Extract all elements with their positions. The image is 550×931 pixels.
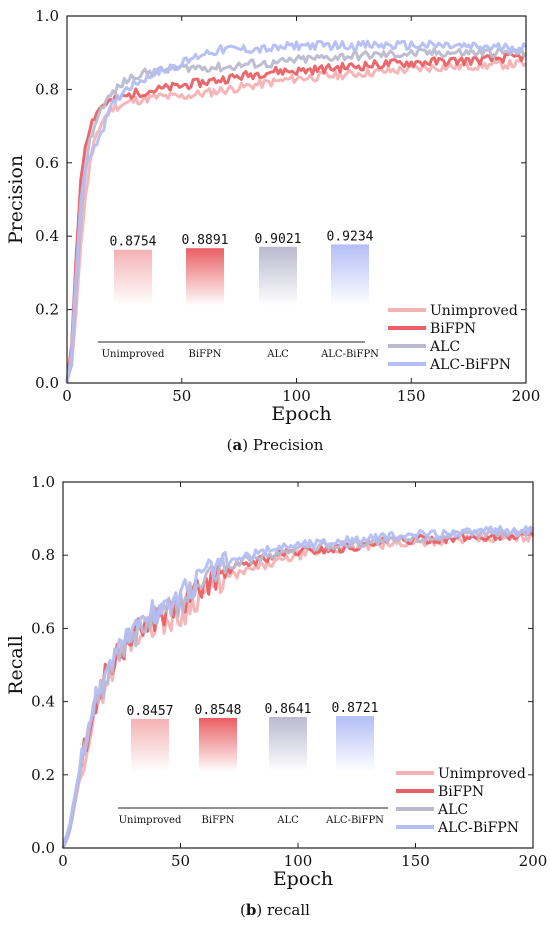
inset-category-label: Unimproved <box>119 815 182 826</box>
series-line-alc-bifpn <box>65 39 528 384</box>
legend-label-alc-bifpn: ALC-BiFPN <box>429 357 511 373</box>
series-line-unimproved <box>61 531 535 849</box>
inset-value-label: 0.8721 <box>332 701 379 716</box>
inset-bar-alc-bifpn <box>331 244 369 306</box>
y-axis-label: Recall <box>5 635 27 695</box>
y-tick-label: 0.6 <box>35 154 59 172</box>
chart-panel-recall: 0.8457 Unimproved 0.8548 BiFPN 0.8641 ALC 0.87… <box>5 473 547 890</box>
x-tick-label: 200 <box>519 852 548 870</box>
x-tick-label: 200 <box>512 387 541 405</box>
inset-value-label: 0.9234 <box>327 229 374 244</box>
x-tick-label: 0 <box>58 852 68 870</box>
inset-category-label: BiFPN <box>202 815 235 826</box>
inset-value-label: 0.9021 <box>255 232 302 247</box>
inset-category-label: ALC <box>266 349 289 360</box>
inset-bar-alc-bifpn <box>336 716 374 772</box>
inset-bar-alc <box>259 246 297 306</box>
legend-label-alc: ALC <box>429 339 460 355</box>
y-tick-label: 0.4 <box>31 693 55 711</box>
x-axis-label: Epoch <box>271 403 331 425</box>
series-line-bifpn <box>61 530 535 849</box>
inset-category-label: BiFPN <box>189 349 222 360</box>
inset-value-label: 0.8891 <box>182 233 229 248</box>
x-tick-label: 0 <box>62 387 72 405</box>
y-tick-label: 0.2 <box>31 766 55 784</box>
y-tick-label: 0.4 <box>35 227 59 245</box>
series-line-unimproved <box>65 58 527 383</box>
inset-value-label: 0.8548 <box>195 703 242 718</box>
y-tick-label: 0.0 <box>31 839 55 857</box>
inset-bar-unimproved <box>131 718 169 772</box>
y-tick-label: 0.8 <box>35 80 59 98</box>
inset-value-label: 0.8457 <box>127 704 174 719</box>
inset-category-label: ALC <box>276 815 299 826</box>
y-tick-label: 0.8 <box>31 546 55 564</box>
x-tick-label: 150 <box>397 387 426 405</box>
y-axis-label: Precision <box>5 155 27 244</box>
y-tick-label: 1.0 <box>35 7 59 25</box>
x-axis-label: Epoch <box>273 868 333 890</box>
inset-bar-unimproved <box>114 249 152 306</box>
series-line-alc <box>65 47 528 383</box>
caption-b: (b) recall <box>240 901 310 919</box>
legend-label-alc: ALC <box>437 802 468 818</box>
inset-category-label: ALC-BiFPN <box>325 815 384 826</box>
y-tick-label: 0.2 <box>35 301 59 319</box>
inset-bar-bifpn <box>199 717 237 772</box>
x-tick-label: 100 <box>284 852 313 870</box>
series-line-bifpn <box>65 51 527 383</box>
series-line-alc-bifpn <box>61 525 534 849</box>
legend-label-bifpn: BiFPN <box>430 321 476 337</box>
caption-a: (a) Precision <box>226 436 324 454</box>
inset-bar-alc <box>269 716 307 772</box>
x-tick-label: 50 <box>171 852 190 870</box>
x-tick-label: 50 <box>172 387 191 405</box>
y-tick-label: 0.0 <box>35 374 59 392</box>
inset-category-label: ALC-BiFPN <box>320 349 379 360</box>
inset-value-label: 0.8641 <box>265 702 312 717</box>
inset-bar-bifpn <box>186 248 224 306</box>
chart-panel-precision: 0.8754 Unimproved 0.8891 BiFPN 0.9021 ALC 0.92… <box>5 7 540 425</box>
x-tick-label: 100 <box>282 387 311 405</box>
legend-label-alc-bifpn: ALC-BiFPN <box>437 820 519 836</box>
y-tick-label: 0.6 <box>31 619 55 637</box>
inset-value-label: 0.8754 <box>110 235 157 250</box>
x-tick-label: 150 <box>401 852 430 870</box>
legend-label-unimproved: Unimproved <box>438 766 526 782</box>
legend-label-bifpn: BiFPN <box>438 784 484 800</box>
inset-category-label: Unimproved <box>102 349 165 360</box>
y-tick-label: 1.0 <box>31 473 55 491</box>
legend-label-unimproved: Unimproved <box>430 303 518 319</box>
